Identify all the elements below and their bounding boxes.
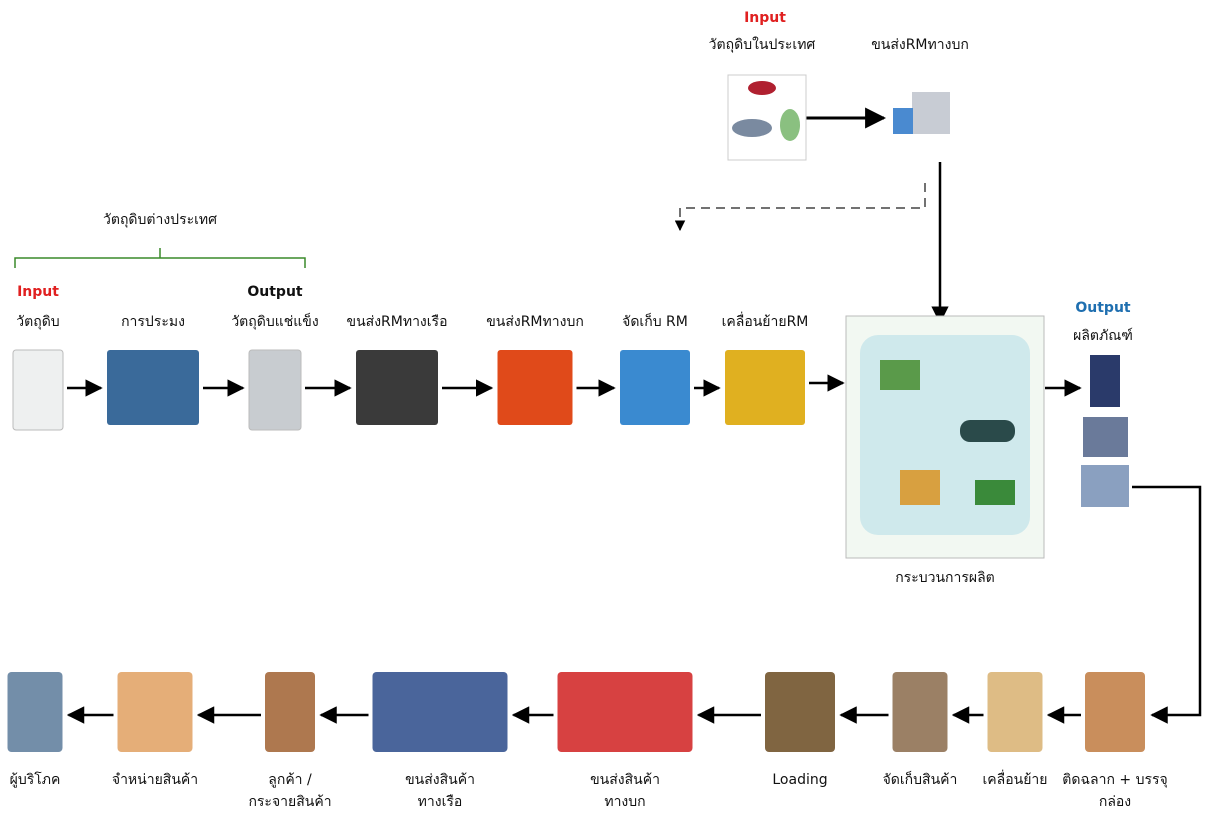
node-label: ทางบก: [604, 794, 645, 810]
input-tag: Input: [744, 10, 786, 26]
node-icon: [725, 350, 805, 425]
node-icon: [988, 672, 1043, 752]
node-label: กระบวนการผลิต: [895, 570, 995, 586]
node-icon: [8, 672, 63, 752]
node-label: ขนส่งสินค้า: [405, 772, 475, 788]
node-icon: [558, 672, 693, 752]
dashed-arrow: [680, 183, 925, 230]
node-icon: [893, 672, 948, 752]
node-label: ผู้บริโภค: [10, 771, 61, 788]
node-label: ขนส่งสินค้า: [590, 772, 660, 788]
fish-icon: [732, 119, 772, 137]
node-label: เคลื่อนย้าย: [983, 770, 1048, 788]
node-icon: [620, 350, 690, 425]
node-label: ผลิตภัณฑ์: [1073, 327, 1133, 344]
node-label: Loading: [772, 772, 827, 788]
node-label: ขนส่งRMทางเรือ: [347, 314, 448, 330]
meat-icon: [748, 81, 776, 95]
node-label: ขนส่งRMทางบก: [871, 37, 969, 53]
machine: [960, 420, 1015, 442]
node-label: เคลื่อนย้ายRM: [722, 312, 809, 330]
node-icon: [356, 350, 438, 425]
node-label: จัดเก็บสินค้า: [883, 770, 958, 788]
product-can: [1083, 417, 1128, 457]
node-label: กระจายสินค้า: [248, 794, 331, 810]
supply-chain-diagram: Input วัตถุดิบในประเทศ ขนส่งRMทางบก วัตถ…: [0, 0, 1215, 831]
node-label: วัตถุดิบ: [16, 314, 59, 330]
product-can: [1090, 355, 1120, 407]
product-can: [1081, 465, 1129, 507]
node-label: วัตถุดิบแช่แข็ง: [231, 312, 318, 330]
truck-icon: [912, 92, 950, 134]
node-label: ขนส่งRMทางบก: [486, 314, 584, 330]
machine: [975, 480, 1015, 505]
node-icon: [265, 672, 315, 752]
machine: [900, 470, 940, 505]
vegetable-icon: [780, 109, 800, 141]
node-label: ติดฉลาก + บรรจุ: [1062, 772, 1167, 788]
group-bracket: [15, 248, 305, 268]
node-icon: [249, 350, 301, 430]
output-tag: Output: [1075, 300, 1131, 316]
node-label: การประมง: [121, 314, 185, 330]
input-tag: Input: [17, 284, 59, 300]
node-icon: [13, 350, 63, 430]
node-label: ลูกค้า /: [268, 772, 312, 788]
node-icon: [498, 350, 573, 425]
node-label: จำหน่ายสินค้า: [112, 772, 198, 788]
node-label: วัตถุดิบในประเทศ: [709, 36, 816, 53]
truck-cab: [893, 108, 913, 134]
group-label: วัตถุดิบต่างประเทศ: [103, 212, 217, 228]
node-label: ทางเรือ: [418, 794, 463, 810]
machine: [880, 360, 920, 390]
output-tag: Output: [247, 284, 303, 300]
node-label: กล่อง: [1099, 794, 1131, 810]
node-icon: [107, 350, 199, 425]
node-icon: [1085, 672, 1145, 752]
node-icon: [373, 672, 508, 752]
node-icon: [118, 672, 193, 752]
node-label: จัดเก็บ RM: [622, 312, 688, 330]
node-icon: [765, 672, 835, 752]
